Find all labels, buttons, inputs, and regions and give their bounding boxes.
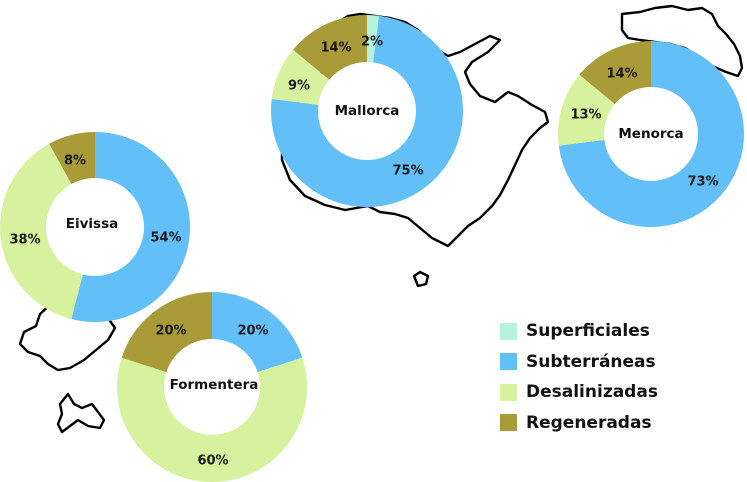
slice-menorca-subterraneas [558, 41, 744, 228]
slice-formentera-desalinizadas [117, 357, 307, 482]
slice-formentera-subterraneas [212, 292, 303, 373]
data-label-formentera-subterraneas: 20% [237, 324, 268, 339]
legend-label-desalinizadas: Desalinizadas [526, 382, 658, 403]
donut-title-mallorca: Mallorca [335, 103, 400, 119]
data-label-mallorca-desalinizadas: 9% [288, 79, 310, 94]
data-label-eivissa-desalinizadas: 38% [9, 233, 40, 248]
data-label-formentera-desalinizadas: 60% [197, 454, 228, 469]
legend-swatch-desalinizadas [500, 383, 517, 401]
data-label-mallorca-superficiales: 2% [361, 35, 383, 50]
slice-eivissa-regeneradas [49, 132, 95, 185]
donut-charts: 2% 75% 9% 14% Mallorca 73% 13% 14% Menorca 54% 38%… [0, 15, 744, 482]
legend-item-desalinizadas: Desalinizadas [500, 377, 658, 408]
data-label-mallorca-subterraneas: 75% [392, 164, 423, 179]
data-label-eivissa-regeneradas: 8% [64, 154, 86, 169]
formentera-coastline [56, 392, 106, 434]
donut-formentera: 20% 60% 20% Formentera [117, 292, 307, 482]
slice-mallorca-desalinizadas [271, 49, 330, 105]
data-label-mallorca-regeneradas: 14% [320, 41, 351, 56]
data-label-eivissa-subterraneas: 54% [150, 231, 181, 246]
slice-menorca-desalinizadas [558, 74, 615, 146]
data-label-menorca-desalinizadas: 13% [570, 108, 601, 123]
legend-label-superficiales: Superficiales [526, 321, 650, 342]
legend-item-regeneradas: Regeneradas [500, 408, 658, 439]
donut-title-eivissa: Eivissa [66, 216, 118, 232]
legend-swatch-subterraneas [500, 353, 517, 371]
data-label-formentera-regeneradas: 20% [155, 324, 186, 339]
legend: Superficiales Subterráneas Desalinizadas Re… [500, 316, 658, 438]
slice-formentera-regeneradas [121, 292, 212, 373]
legend-swatch-regeneradas [500, 414, 517, 432]
slice-menorca-regeneradas [579, 41, 651, 105]
slice-mallorca-regeneradas [293, 15, 367, 80]
legend-item-subterraneas: Subterráneas [500, 347, 658, 378]
legend-label-subterraneas: Subterráneas [526, 351, 656, 372]
cabrera-coastline [412, 270, 430, 288]
donut-title-menorca: Menorca [618, 126, 683, 142]
legend-swatch-superficiales [500, 322, 517, 340]
legend-item-superficiales: Superficiales [500, 316, 658, 347]
slice-eivissa-desalinizadas [0, 143, 83, 320]
slice-mallorca-superficiales [367, 15, 380, 63]
legend-label-regeneradas: Regeneradas [526, 412, 652, 433]
donut-title-formentera: Formentera [170, 377, 259, 393]
data-label-menorca-regeneradas: 14% [606, 67, 637, 82]
donut-eivissa: 54% 38% 8% Eivissa [0, 132, 190, 322]
slice-mallorca-subterraneas [271, 15, 464, 207]
data-label-menorca-subterraneas: 73% [687, 175, 718, 190]
donut-menorca: 73% 13% 14% Menorca [558, 41, 744, 228]
slice-eivissa-subterraneas [71, 132, 190, 322]
donut-mallorca: 2% 75% 9% 14% Mallorca [271, 15, 464, 207]
